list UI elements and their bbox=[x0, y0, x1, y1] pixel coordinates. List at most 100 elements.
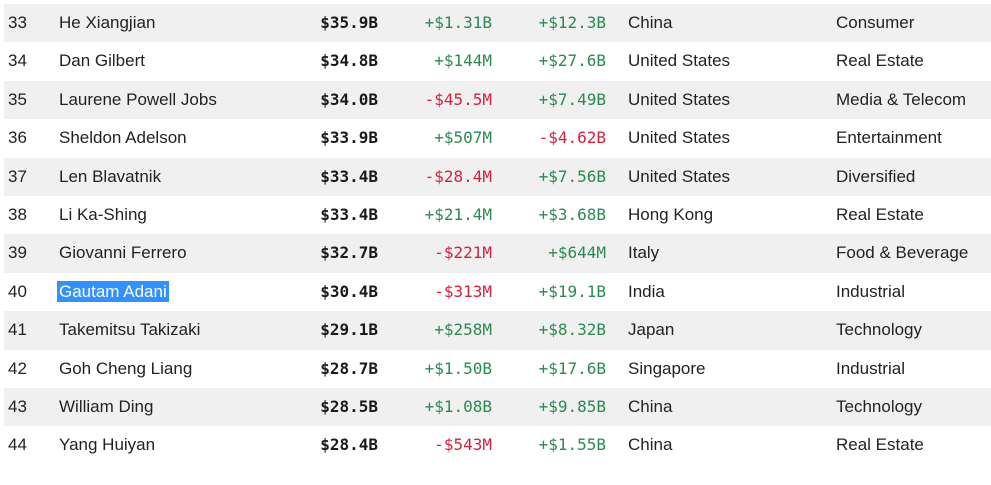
rank-cell: 41 bbox=[8, 320, 27, 340]
ytd-change-cell: +$7.49B bbox=[538, 89, 606, 109]
day-change-cell: +$507M bbox=[434, 128, 492, 148]
name-link[interactable]: Len Blavatnik bbox=[59, 166, 162, 186]
table-row[interactable]: 38 Li Ka-Shing $33.4B +$21.4M +$3.68B Ho… bbox=[4, 196, 991, 234]
net-worth-cell: $35.9B bbox=[320, 13, 378, 32]
rank-cell: 44 bbox=[8, 435, 27, 455]
industry-cell: Real Estate bbox=[836, 204, 924, 224]
table-row[interactable]: 41 Takemitsu Takizaki $29.1B +$258M +$8.… bbox=[4, 311, 991, 350]
rank-cell: 38 bbox=[8, 204, 27, 224]
ytd-change-cell: +$17.6B bbox=[538, 358, 606, 378]
table-row[interactable]: 36 Sheldon Adelson $33.9B +$507M -$4.62B… bbox=[4, 119, 991, 157]
name-link[interactable]: Laurene Powell Jobs bbox=[59, 89, 217, 109]
country-cell: Italy bbox=[628, 243, 660, 263]
rank-cell: 39 bbox=[8, 243, 27, 263]
table-row[interactable]: 33 He Xiangjian $35.9B +$1.31B +$12.3B C… bbox=[4, 4, 991, 43]
day-change-cell: -$28.4M bbox=[424, 166, 492, 186]
rank-cell: 40 bbox=[8, 281, 27, 301]
name-link[interactable]: Li Ka-Shing bbox=[59, 204, 147, 224]
industry-cell: Media & Telecom bbox=[836, 89, 967, 109]
industry-cell: Real Estate bbox=[836, 51, 924, 71]
industry-cell: Food & Beverage bbox=[836, 243, 969, 263]
net-worth-cell: $29.1B bbox=[320, 320, 378, 340]
rank-cell: 35 bbox=[8, 89, 27, 109]
name-link[interactable]: Takemitsu Takizaki bbox=[59, 320, 201, 340]
day-change-cell: +$258M bbox=[434, 320, 492, 340]
net-worth-cell: $34.8B bbox=[320, 51, 378, 71]
name-cell[interactable]: Dan Gilbert bbox=[59, 42, 145, 80]
country-cell: Japan bbox=[628, 320, 675, 340]
name-link[interactable]: Dan Gilbert bbox=[59, 51, 145, 71]
country-cell: United States bbox=[628, 128, 731, 148]
name-cell[interactable]: Li Ka-Shing bbox=[59, 196, 147, 234]
net-worth-cell: $30.4B bbox=[320, 281, 378, 301]
rank-cell: 42 bbox=[8, 358, 27, 378]
name-link[interactable]: Sheldon Adelson bbox=[59, 128, 187, 148]
day-change-cell: -$45.5M bbox=[424, 89, 492, 109]
name-cell[interactable]: Yang Huiyan bbox=[59, 426, 155, 464]
ytd-change-cell: +$12.3B bbox=[538, 13, 606, 32]
ytd-change-cell: +$8.32B bbox=[538, 320, 606, 340]
day-change-cell: -$543M bbox=[434, 435, 492, 455]
name-cell[interactable]: Goh Cheng Liang bbox=[59, 350, 192, 388]
billionaires-table: 33 He Xiangjian $35.9B +$1.31B +$12.3B C… bbox=[4, 4, 991, 465]
industry-cell: Technology bbox=[836, 320, 923, 340]
net-worth-cell: $28.7B bbox=[320, 358, 378, 378]
industry-cell: Entertainment bbox=[836, 128, 942, 148]
country-cell: India bbox=[628, 281, 665, 301]
day-change-cell: +$144M bbox=[434, 51, 492, 71]
country-cell: Hong Kong bbox=[628, 204, 714, 224]
ytd-change-cell: +$9.85B bbox=[538, 396, 606, 416]
rank-cell: 43 bbox=[8, 396, 27, 416]
table-row[interactable]: 34 Dan Gilbert $34.8B +$144M +$27.6B Uni… bbox=[4, 42, 991, 80]
name-link[interactable]: Giovanni Ferrero bbox=[59, 243, 187, 263]
name-link[interactable]: Yang Huiyan bbox=[59, 435, 156, 455]
ytd-change-cell: +$7.56B bbox=[538, 166, 606, 186]
rank-cell: 36 bbox=[8, 128, 27, 148]
day-change-cell: -$313M bbox=[434, 281, 492, 301]
table-row[interactable]: 44 Yang Huiyan $28.4B -$543M +$1.55B Chi… bbox=[4, 426, 991, 464]
name-cell[interactable]: Len Blavatnik bbox=[59, 158, 161, 196]
rank-cell: 33 bbox=[8, 13, 27, 32]
industry-cell: Diversified bbox=[836, 166, 916, 186]
name-cell[interactable]: Giovanni Ferrero bbox=[59, 234, 187, 272]
day-change-cell: +$1.08B bbox=[424, 396, 492, 416]
table-row[interactable]: 37 Len Blavatnik $33.4B -$28.4M +$7.56B … bbox=[4, 157, 991, 196]
net-worth-cell: $33.4B bbox=[320, 166, 378, 186]
industry-cell: Industrial bbox=[836, 281, 905, 301]
name-cell[interactable]: He Xiangjian bbox=[59, 4, 155, 42]
industry-cell: Consumer bbox=[836, 13, 915, 32]
ytd-change-cell: +$3.68B bbox=[538, 204, 606, 224]
country-cell: United States bbox=[628, 166, 731, 186]
net-worth-cell: $33.9B bbox=[320, 128, 378, 148]
rank-cell: 37 bbox=[8, 166, 27, 186]
ytd-change-cell: +$1.55B bbox=[538, 435, 606, 455]
table-row[interactable]: 39 Giovanni Ferrero $32.7B -$221M +$644M… bbox=[4, 234, 991, 273]
name-cell[interactable]: William Ding bbox=[59, 388, 153, 426]
net-worth-cell: $33.4B bbox=[320, 204, 378, 224]
table-row[interactable]: 40 Gautam Adani $30.4B -$313M +$19.1B In… bbox=[4, 273, 991, 311]
industry-cell: Real Estate bbox=[836, 435, 924, 455]
name-link[interactable]: Goh Cheng Liang bbox=[59, 358, 193, 378]
name-cell[interactable]: Gautam Adani bbox=[57, 273, 169, 311]
name-link[interactable]: Gautam Adani bbox=[57, 280, 169, 302]
country-cell: China bbox=[628, 13, 673, 32]
name-cell[interactable]: Laurene Powell Jobs bbox=[59, 81, 217, 119]
net-worth-cell: $28.5B bbox=[320, 396, 378, 416]
table-body: 33 He Xiangjian $35.9B +$1.31B +$12.3B C… bbox=[4, 4, 991, 465]
name-cell[interactable]: Takemitsu Takizaki bbox=[59, 311, 200, 349]
name-link[interactable]: William Ding bbox=[59, 396, 154, 416]
day-change-cell: +$1.50B bbox=[424, 358, 492, 378]
table-row[interactable]: 35 Laurene Powell Jobs $34.0B -$45.5M +$… bbox=[4, 80, 991, 120]
country-cell: United States bbox=[628, 51, 731, 71]
day-change-cell: +$21.4M bbox=[424, 204, 492, 224]
name-cell[interactable]: Sheldon Adelson bbox=[59, 119, 187, 157]
ytd-change-cell: +$19.1B bbox=[538, 281, 606, 301]
country-cell: China bbox=[628, 396, 673, 416]
ytd-change-cell: +$644M bbox=[548, 243, 606, 263]
table-row[interactable]: 42 Goh Cheng Liang $28.7B +$1.50B +$17.6… bbox=[4, 350, 991, 388]
net-worth-cell: $28.4B bbox=[320, 435, 378, 455]
industry-cell: Industrial bbox=[836, 358, 905, 378]
table-row[interactable]: 43 William Ding $28.5B +$1.08B +$9.85B C… bbox=[4, 387, 991, 427]
country-cell: United States bbox=[628, 89, 731, 109]
name-link[interactable]: He Xiangjian bbox=[59, 13, 156, 32]
